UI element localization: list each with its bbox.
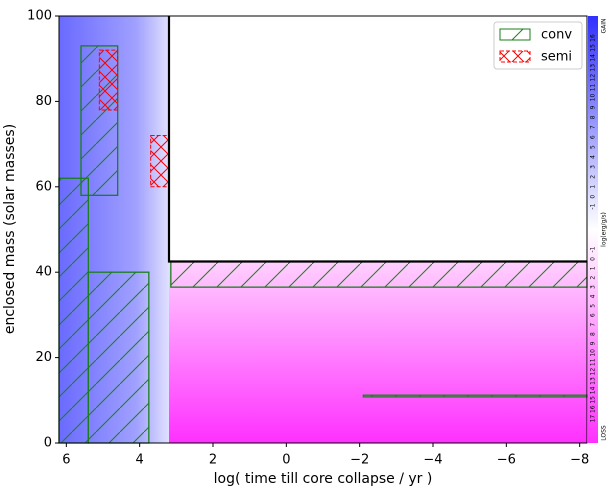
x-tick-label: −6	[497, 453, 516, 468]
y-tick-label: 60	[35, 179, 52, 194]
colorbar-tick-label: 13	[590, 64, 597, 72]
colorbar-tick-label: 16	[590, 405, 597, 413]
y-tick-label: 0	[44, 436, 52, 451]
legend-label: conv	[541, 28, 572, 43]
legend-label: semi	[541, 50, 572, 65]
colorbar-label: GAIN	[601, 18, 608, 33]
plot-area	[58, 16, 588, 444]
colorbar-tick-label: 9	[590, 341, 597, 345]
core-boundary	[167, 16, 587, 263]
colorbar-label: log(erg/g/s)	[601, 212, 608, 247]
legend-swatch	[499, 28, 531, 41]
legend-swatch	[499, 50, 531, 63]
x-tick-label: −8	[570, 453, 589, 468]
legend: conv semi	[493, 21, 583, 70]
y-tick-label: 20	[35, 350, 52, 365]
colorbar-tick-label: 14	[590, 54, 597, 62]
colorbar-tick-label: 6	[590, 313, 597, 317]
colorbar-label: LOSS	[601, 425, 608, 441]
colorbar-tick-label: 4	[590, 294, 597, 298]
frame	[58, 15, 588, 444]
colorbar-tick-label: 1	[590, 185, 597, 189]
colorbar-tick-label: 10	[590, 349, 597, 357]
y-tick-label: 100	[27, 9, 52, 24]
conv-zone	[87, 271, 150, 444]
x-tick-label: 0	[282, 453, 290, 468]
colorbar-tick-label: 13	[590, 377, 597, 385]
colorbar-tick-label: 0	[590, 195, 597, 199]
colorbar-tick-label: 11	[590, 84, 597, 92]
x-axis-label: log( time till core collapse / yr )	[214, 471, 433, 487]
colorbar-tick-label: 12	[590, 368, 597, 376]
colorbar-tick-label: 5	[590, 145, 597, 149]
colorbar-tick-label: 7	[590, 125, 597, 129]
colorbar-tick-label: 4	[590, 155, 597, 159]
colorbar-tick-label: 2	[590, 276, 597, 280]
colorbar-tick-label: 5	[590, 304, 597, 308]
x-tick-label: −4	[423, 453, 442, 468]
colorbar-tick-label: 15	[590, 44, 597, 52]
x-tick-label: 6	[62, 453, 70, 468]
colorbar-tick-label: 9	[590, 105, 597, 109]
conv-zone	[362, 394, 588, 398]
colorbar-tick-label: 8	[590, 115, 597, 119]
semi-zone	[150, 135, 170, 188]
colorbar-tick-label: -1	[590, 203, 597, 209]
y-tick-label: 80	[35, 94, 52, 109]
colorbar-tick-label: 3	[590, 285, 597, 289]
y-axis-label: enclosed mass (solar masses)	[2, 124, 18, 334]
colorbar	[588, 16, 598, 443]
colorbar-tick-label: 3	[590, 165, 597, 169]
x-tick-label: 4	[136, 453, 144, 468]
colorbar-tick-label: 12	[590, 74, 597, 82]
semi-zone	[98, 49, 119, 111]
colorbar-tick-label: 1	[590, 266, 597, 270]
colorbar-tick-label: 7	[590, 323, 597, 327]
colorbar-tick-label: 2	[590, 175, 597, 179]
colorbar-tick-label: 15	[590, 396, 597, 404]
colorbar-tick-label: 14	[590, 386, 597, 394]
colorbar-tick-label: -1	[590, 246, 597, 252]
conv-zone	[58, 177, 89, 444]
colorbar-tick-label: 8	[590, 332, 597, 336]
conv-zone	[170, 260, 588, 288]
colorbar-tick-label: 16	[590, 34, 597, 42]
colorbar-tick-label: 11	[590, 358, 597, 366]
colorbar-tick-label: 17	[590, 415, 597, 423]
cooling-region	[169, 261, 587, 443]
colorbar-tick-label: 0	[590, 257, 597, 261]
y-tick-label: 40	[35, 265, 52, 280]
colorbar-tick-label: 10	[590, 94, 597, 102]
x-tick-label: −2	[350, 453, 369, 468]
x-tick-label: 2	[209, 453, 217, 468]
colorbar-tick-label: 6	[590, 135, 597, 139]
